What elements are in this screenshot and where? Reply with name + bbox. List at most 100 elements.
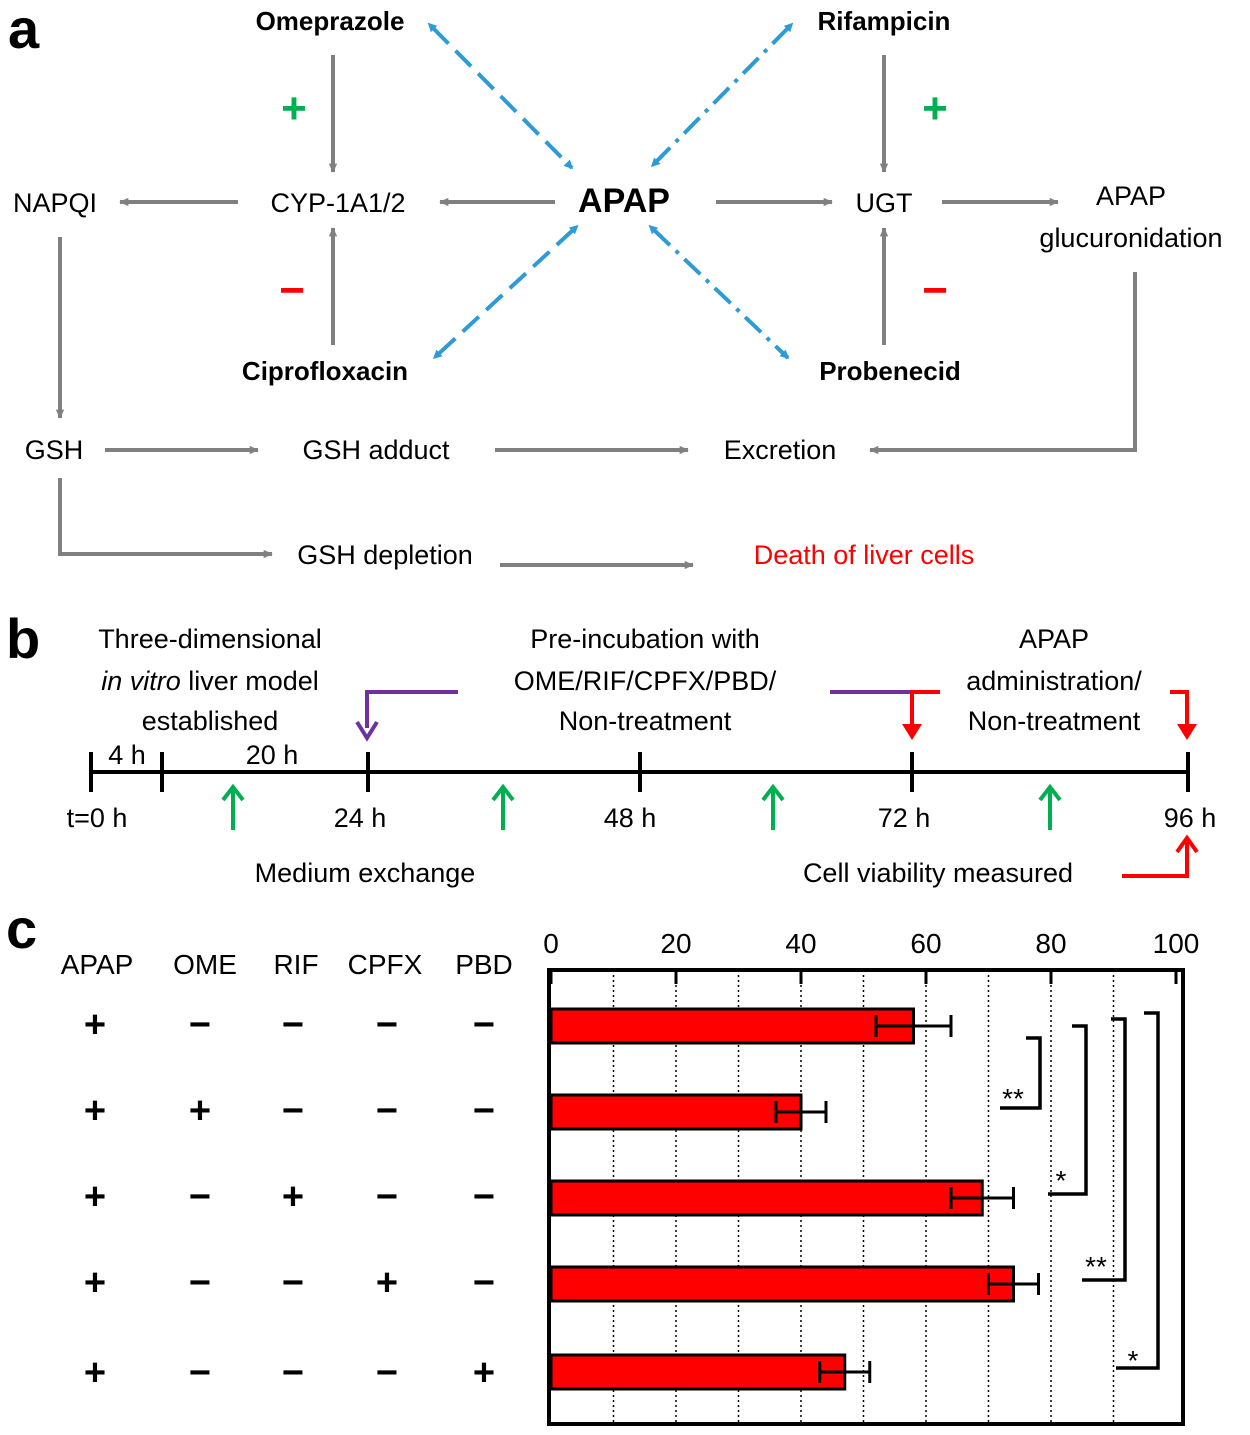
glucuronidation-to-excretion-arrow — [869, 272, 1137, 455]
panel-b: b Three-dimensional in vitro liver model… — [6, 607, 1216, 888]
treatment-cell-r4-c2: − — [189, 1262, 211, 1304]
viability-label: Cell viability measured — [803, 858, 1073, 888]
tick-label-0h: t=0 h — [67, 803, 128, 833]
chart-tick-labels: 0 20 40 60 80 100 — [543, 928, 1199, 984]
preincubation-line1: Pre-incubation with — [530, 624, 760, 654]
bar-5 — [549, 1353, 847, 1391]
bar-4 — [549, 1265, 1015, 1303]
column-header-pbd: PBD — [455, 949, 513, 980]
bar-1 — [549, 1007, 915, 1045]
tick-label-96h: 96 h — [1164, 803, 1217, 833]
significance-label-2: * — [1056, 1165, 1067, 1196]
ugt-node: UGT — [856, 188, 913, 218]
rifampicin-label: Rifampicin — [818, 6, 951, 36]
apap-72h-arrowhead — [902, 724, 922, 740]
model-text-line3: established — [142, 706, 279, 736]
significance-label-4: * — [1128, 1345, 1139, 1376]
ugt-induction-plus: + — [922, 84, 948, 133]
omeprazole-apap-interaction — [427, 22, 574, 170]
significance-bracket-3 — [1082, 1017, 1127, 1282]
column-header-cpfx: CPFX — [348, 949, 423, 980]
cyp-induction-plus: + — [281, 84, 307, 133]
chart-frame — [547, 968, 1185, 1426]
treatment-cell-r4-c1: + — [84, 1262, 106, 1304]
apap-admin-line3: Non-treatment — [968, 706, 1141, 736]
treatment-cell-r4-c3: − — [282, 1262, 304, 1304]
bar-2 — [549, 1093, 803, 1131]
x-tick-label-100: 100 — [1153, 928, 1200, 959]
significance-label-1: ** — [1002, 1083, 1024, 1114]
x-tick-label-40: 40 — [785, 928, 816, 959]
treatment-cell-r1-c4: − — [376, 1004, 398, 1046]
error-bar-3 — [949, 1187, 1015, 1209]
ciprofloxacin-label: Ciprofloxacin — [242, 356, 408, 386]
treatment-cell-r4-c5: − — [473, 1262, 495, 1304]
apap-admin-line2: administration/ — [966, 666, 1142, 696]
treatment-cell-r2-c4: − — [376, 1090, 398, 1132]
rifampicin-apap-interaction — [650, 22, 794, 168]
treatment-grid: + − − − − + + − − − + − + − − + − − + − + − − − + — [84, 1004, 495, 1394]
apap-glucuronidation-line2: glucuronidation — [1039, 223, 1222, 253]
treatment-cell-r3-c2: − — [189, 1176, 211, 1218]
gsh-node: GSH — [25, 435, 84, 465]
model-text-line2-rest: liver model — [181, 666, 319, 696]
column-header-ome: OME — [173, 949, 237, 980]
treatment-cell-r3-c3: + — [282, 1176, 304, 1218]
treatment-cell-r5-c2: − — [189, 1352, 211, 1394]
panel-c: c APAP OME RIF CPFX PBD + − − − −+ + − − −+ − + − −+… — [6, 897, 1199, 1426]
preincubation-line3: Non-treatment — [559, 706, 732, 736]
probenecid-label: Probenecid — [819, 356, 961, 386]
model-text-line2: in vitro liver model — [101, 666, 319, 696]
chart-bars — [549, 1007, 1015, 1391]
treatment-cell-r3-c1: + — [84, 1176, 106, 1218]
chart-error-bars — [774, 1015, 1040, 1383]
gsh-depletion-node: GSH depletion — [297, 540, 473, 570]
x-tick-label-0: 0 — [543, 928, 559, 959]
treatment-cell-r1-c3: − — [282, 1004, 304, 1046]
significance-bracket-1 — [1000, 1036, 1042, 1110]
x-tick-label-20: 20 — [660, 928, 691, 959]
tick-label-24h: 24 h — [334, 803, 387, 833]
error-bar-1 — [874, 1015, 953, 1037]
significance-bracket-4 — [1116, 1011, 1160, 1370]
x-tick-label-80: 80 — [1035, 928, 1066, 959]
apap-96h-callout — [1170, 690, 1189, 732]
significance-label-3: ** — [1085, 1251, 1107, 1282]
treatment-cell-r1-c2: − — [189, 1004, 211, 1046]
apap-96h-arrowhead — [1177, 724, 1197, 740]
column-header-rif: RIF — [273, 949, 318, 980]
treatment-cell-r4-c4: + — [376, 1262, 398, 1304]
treatment-cell-r5-c3: − — [282, 1352, 304, 1394]
treatment-cell-r2-c5: − — [473, 1090, 495, 1132]
gsh-to-depletion-arrow — [58, 478, 273, 559]
ciprofloxacin-apap-interaction — [432, 224, 579, 360]
medium-exchange-arrow-3 — [761, 783, 785, 830]
omeprazole-label: Omeprazole — [256, 6, 405, 36]
preincubation-line2: OME/RIF/CPFX/PBD/ — [514, 666, 777, 696]
error-bar-5 — [818, 1361, 872, 1383]
apap-admin-line1: APAP — [1019, 624, 1089, 654]
medium-exchange-arrow-4 — [1038, 783, 1062, 830]
panel-b-letter: b — [6, 607, 40, 670]
medium-exchange-arrow-1 — [221, 783, 245, 830]
tick-label-72h: 72 h — [878, 803, 931, 833]
treatment-cell-r3-c4: − — [376, 1176, 398, 1218]
treatment-cell-r3-c5: − — [473, 1176, 495, 1218]
panel-c-letter: c — [6, 897, 37, 960]
error-bar-4 — [987, 1273, 1040, 1295]
model-text-line1: Three-dimensional — [98, 624, 322, 654]
viability-bar-chart: 0 20 40 60 80 100 ****** — [543, 928, 1199, 1426]
model-text-italic: in vitro — [101, 666, 181, 696]
gsh-adduct-node: GSH adduct — [302, 435, 450, 465]
significance-bracket-2 — [1048, 1024, 1088, 1196]
treatment-cell-r2-c2: + — [189, 1090, 211, 1132]
medium-exchange-arrow-2 — [491, 783, 515, 830]
death-of-liver-cells-node: Death of liver cells — [754, 540, 975, 570]
duration-4h: 4 h — [108, 740, 146, 770]
duration-20h: 20 h — [246, 740, 299, 770]
panel-a: a Omeprazole Rifampicin Ciprofloxacin Pr… — [8, 0, 1223, 570]
ugt-inhibition-minus: − — [922, 266, 948, 315]
significance-brackets: ****** — [1000, 1011, 1160, 1376]
excretion-node: Excretion — [724, 435, 837, 465]
